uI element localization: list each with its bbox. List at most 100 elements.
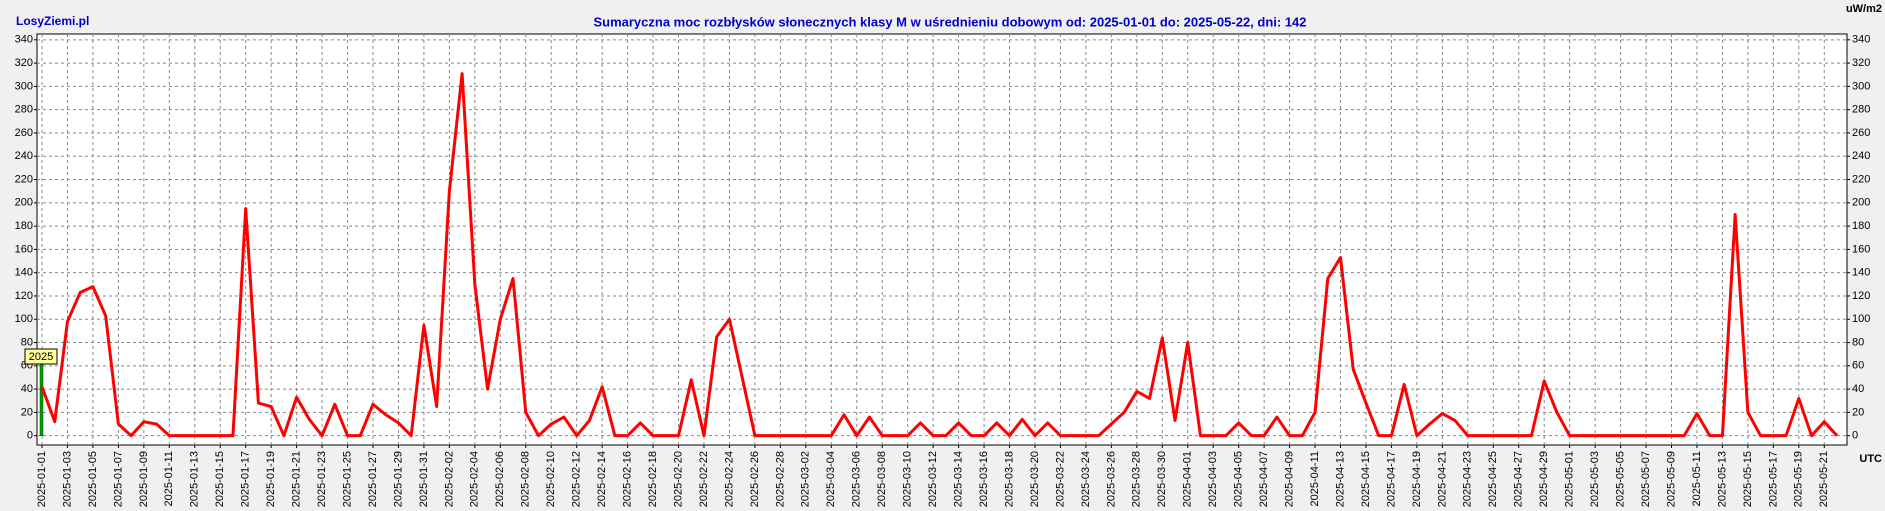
x-tick-label: 2025-05-13 — [1716, 451, 1728, 507]
y2-tick-label: 340 — [1852, 34, 1870, 46]
x-tick-label: 2025-01-19 — [265, 451, 277, 507]
x-tick-label: 2025-03-26 — [1105, 451, 1117, 507]
x-tick-label: 2025-04-05 — [1233, 451, 1245, 507]
y-tick-label: 180 — [15, 220, 33, 232]
x-unit: UTC — [1859, 453, 1882, 465]
x-tick-label: 2025-05-11 — [1691, 451, 1703, 506]
x-tick-label: 2025-04-03 — [1207, 451, 1219, 507]
y-unit: uW/m2 — [1846, 3, 1882, 15]
x-tick-label: 2025-05-09 — [1665, 451, 1677, 507]
x-tick-label: 2025-01-13 — [189, 451, 201, 507]
x-tick-label: 2025-03-04 — [825, 451, 837, 507]
y2-tick-label: 20 — [1852, 406, 1864, 418]
year-marker-bar — [39, 362, 44, 436]
x-tick-label: 2025-01-21 — [291, 451, 303, 507]
x-tick-label: 2025-03-18 — [1003, 451, 1015, 507]
plot-area — [36, 33, 1848, 446]
y2-tick-label: 200 — [1852, 197, 1870, 209]
y2-tick-label: 280 — [1852, 104, 1870, 116]
y2-tick-label: 80 — [1852, 336, 1864, 348]
y-tick-label: 100 — [15, 313, 33, 325]
year-marker-label: 2025 — [29, 351, 53, 363]
y-tick-label: 0 — [27, 430, 33, 442]
y-tick-label: 240 — [15, 150, 33, 162]
y2-tick-label: 260 — [1852, 127, 1870, 139]
chart-title: Sumaryczna moc rozbłysków słonecznych kl… — [593, 14, 1306, 29]
x-tick-label: 2025-05-15 — [1742, 451, 1754, 507]
y2-tick-label: 180 — [1852, 220, 1870, 232]
y2-tick-label: 240 — [1852, 150, 1870, 162]
y2-tick-label: 140 — [1852, 267, 1870, 279]
x-tick-label: 2025-03-22 — [1054, 451, 1066, 507]
x-tick-label: 2025-02-16 — [622, 451, 634, 507]
x-tick-label: 2025-04-11 — [1309, 451, 1321, 506]
x-tick-label: 2025-02-20 — [672, 451, 684, 507]
x-tick-label: 2025-04-25 — [1487, 451, 1499, 507]
x-tick-label: 2025-04-07 — [1258, 451, 1270, 507]
x-tick-label: 2025-01-27 — [367, 451, 379, 507]
x-tick-label: 2025-01-11 — [163, 451, 175, 506]
x-tick-label: 2025-04-15 — [1360, 451, 1372, 507]
y-tick-label: 40 — [21, 383, 33, 395]
data-line — [40, 72, 1839, 438]
x-tick-label: 2025-04-23 — [1462, 451, 1474, 507]
x-tick-label: 2025-02-28 — [774, 451, 786, 507]
x-tick-label: 2025-01-29 — [392, 451, 404, 507]
x-tick-label: 2025-01-15 — [214, 451, 226, 507]
x-tick-label: 2025-03-24 — [1080, 451, 1092, 507]
y-tick-label: 320 — [15, 57, 33, 69]
x-tick-label: 2025-02-12 — [571, 451, 583, 507]
x-tick-label: 2025-01-25 — [341, 451, 353, 507]
x-tick-label: 2025-03-08 — [876, 451, 888, 507]
x-tick-label: 2025-02-22 — [698, 451, 710, 507]
x-tick-label: 2025-03-10 — [902, 451, 914, 507]
y2-tick-label: 40 — [1852, 383, 1864, 395]
x-tick-label: 2025-01-23 — [316, 451, 328, 507]
y-tick-label: 260 — [15, 127, 33, 139]
y2-tick-label: 0 — [1852, 430, 1858, 442]
x-tick-label: 2025-03-06 — [851, 451, 863, 507]
x-tick-label: 2025-02-14 — [596, 451, 608, 507]
y2-tick-label: 300 — [1852, 80, 1870, 92]
y-tick-label: 200 — [15, 197, 33, 209]
x-tick-label: 2025-03-16 — [978, 451, 990, 507]
y2-tick-label: 120 — [1852, 290, 1870, 302]
x-tick-label: 2025-02-02 — [443, 451, 455, 507]
y-tick-label: 160 — [15, 243, 33, 255]
x-tick-label: 2025-02-24 — [723, 451, 735, 507]
x-tick-label: 2025-02-06 — [494, 451, 506, 507]
y-tick-label: 140 — [15, 267, 33, 279]
y-tick-label: 300 — [15, 80, 33, 92]
x-tick-label: 2025-03-30 — [1156, 451, 1168, 507]
x-tick-label: 2025-01-31 — [418, 451, 430, 507]
site-name: LosyZiemi.pl — [16, 14, 89, 28]
x-tick-label: 2025-03-28 — [1131, 451, 1143, 507]
x-tick-label: 2025-05-05 — [1614, 451, 1626, 507]
x-tick-label: 2025-04-17 — [1385, 451, 1397, 507]
y2-tick-label: 220 — [1852, 173, 1870, 185]
x-tick-label: 2025-01-03 — [61, 451, 73, 507]
y-tick-label: 20 — [21, 406, 33, 418]
y2-tick-label: 320 — [1852, 57, 1870, 69]
x-tick-label: 2025-03-20 — [1029, 451, 1041, 507]
x-tick-label: 2025-01-07 — [112, 451, 124, 507]
x-tick-label: 2025-01-05 — [87, 451, 99, 507]
x-tick-label: 2025-02-10 — [545, 451, 557, 507]
x-tick-label: 2025-04-13 — [1334, 451, 1346, 507]
y-tick-label: 120 — [15, 290, 33, 302]
x-tick-label: 2025-03-12 — [927, 451, 939, 507]
x-tick-label: 2025-04-19 — [1411, 451, 1423, 507]
x-tick-label: 2025-02-08 — [520, 451, 532, 507]
x-tick-label: 2025-04-09 — [1283, 451, 1295, 507]
x-tick-label: 2025-04-01 — [1182, 451, 1194, 507]
x-tick-label: 2025-05-19 — [1793, 451, 1805, 507]
x-tick-label: 2025-05-01 — [1564, 451, 1576, 507]
x-tick-label: 2025-01-09 — [138, 451, 150, 507]
y2-tick-label: 100 — [1852, 313, 1870, 325]
x-tick-label: 2025-02-04 — [469, 451, 481, 507]
x-tick-label: 2025-01-01 — [36, 451, 48, 507]
x-tick-label: 2025-04-29 — [1538, 451, 1550, 507]
y2-tick-label: 160 — [1852, 243, 1870, 255]
x-tick-label: 2025-03-14 — [953, 451, 965, 507]
